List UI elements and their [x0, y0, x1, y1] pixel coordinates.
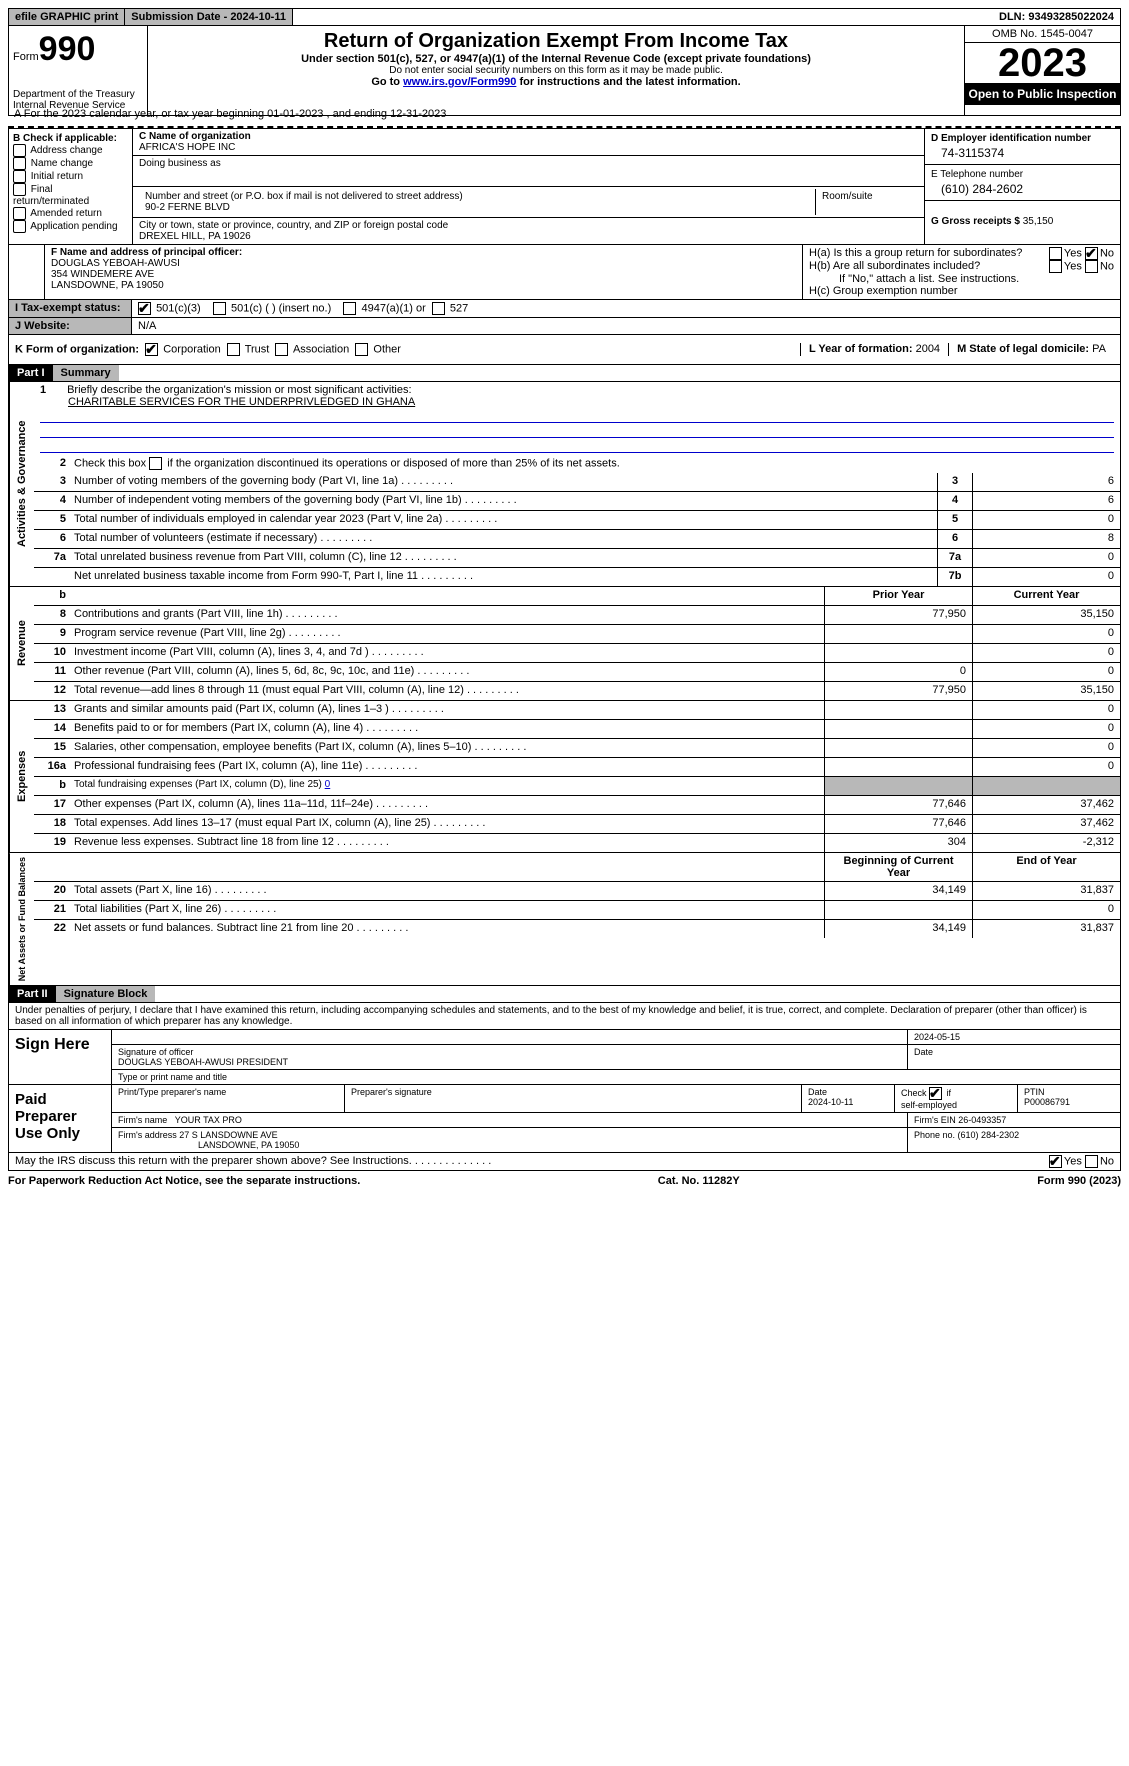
org-city: DREXEL HILL, PA 19026 — [139, 231, 251, 242]
perjury-text: Under penalties of perjury, I declare th… — [8, 1003, 1121, 1030]
box-c: C Name of organization AFRICA'S HOPE INC… — [133, 129, 925, 244]
part1-header: Part ISummary — [8, 365, 1121, 382]
spacer — [293, 15, 993, 19]
form-title: Return of Organization Exempt From Incom… — [152, 30, 960, 53]
org-name: AFRICA'S HOPE INC — [139, 142, 235, 153]
section-fh: F Name and address of principal officer:… — [8, 245, 1121, 300]
net-assets-section: Net Assets or Fund Balances Beginning of… — [8, 853, 1121, 986]
officer-sig-name: DOUGLAS YEBOAH-AWUSI PRESIDENT — [118, 1057, 288, 1067]
sign-here: Sign Here 2024-05-15 Signature of office… — [8, 1030, 1121, 1085]
submission-date: Submission Date - 2024-10-11 — [125, 9, 293, 25]
ein: 74-3115374 — [931, 146, 1114, 160]
part2-header: Part IISignature Block — [8, 986, 1121, 1003]
gross-receipts: 35,150 — [1023, 216, 1054, 227]
expenses-section: Expenses 13Grants and similar amounts pa… — [8, 701, 1121, 853]
discuss-row: May the IRS discuss this return with the… — [8, 1153, 1121, 1171]
paid-preparer: Paid Preparer Use Only Print/Type prepar… — [8, 1085, 1121, 1153]
row-k: K Form of organization: Corporation Trus… — [8, 335, 1121, 365]
open-public: Open to Public Inspection — [965, 83, 1120, 105]
section-bcde: B Check if applicable: Address change Na… — [8, 128, 1121, 245]
box-b: B Check if applicable: Address change Na… — [9, 129, 133, 244]
irs-link[interactable]: www.irs.gov/Form990 — [403, 76, 516, 88]
tax-year: 2023 — [965, 43, 1120, 83]
efile-button[interactable]: efile GRAPHIC print — [9, 9, 125, 25]
row-a: A For the 2023 calendar year, or tax yea… — [8, 106, 1121, 122]
box-h: H(a) Is this a group return for subordin… — [803, 245, 1120, 299]
revenue-section: Revenue b Prior Year Current Year 8Contr… — [8, 587, 1121, 701]
form-subtitle-3: Go to www.irs.gov/Form990 for instructio… — [152, 76, 960, 88]
form-header: Form990 Department of the Treasury Inter… — [8, 26, 1121, 116]
footer: For Paperwork Reduction Act Notice, see … — [8, 1171, 1121, 1191]
ptin: P00086791 — [1024, 1097, 1070, 1107]
firm-name: YOUR TAX PRO — [175, 1115, 242, 1125]
dept-treasury: Department of the Treasury — [13, 89, 143, 100]
officer-name: DOUGLAS YEBOAH-AWUSI — [51, 258, 180, 269]
topbar: efile GRAPHIC print Submission Date - 20… — [8, 8, 1121, 26]
row-j: J Website: N/A — [8, 318, 1121, 335]
form-subtitle-2: Do not enter social security numbers on … — [152, 65, 960, 76]
activities-governance: Activities & Governance 1 Briefly descri… — [8, 382, 1121, 587]
telephone: (610) 284-2602 — [931, 182, 1114, 196]
box-f: F Name and address of principal officer:… — [45, 245, 803, 299]
org-street: 90-2 FERNE BLVD — [145, 202, 230, 213]
form-number: Form990 — [13, 30, 143, 69]
mission: CHARITABLE SERVICES FOR THE UNDERPRIVLED… — [40, 396, 415, 408]
dln: DLN: 93493285022024 — [993, 9, 1120, 25]
box-deg: D Employer identification number 74-3115… — [925, 129, 1120, 244]
row-i: I Tax-exempt status: 501(c)(3) 501(c) ( … — [8, 300, 1121, 318]
form-subtitle-1: Under section 501(c), 527, or 4947(a)(1)… — [152, 53, 960, 65]
